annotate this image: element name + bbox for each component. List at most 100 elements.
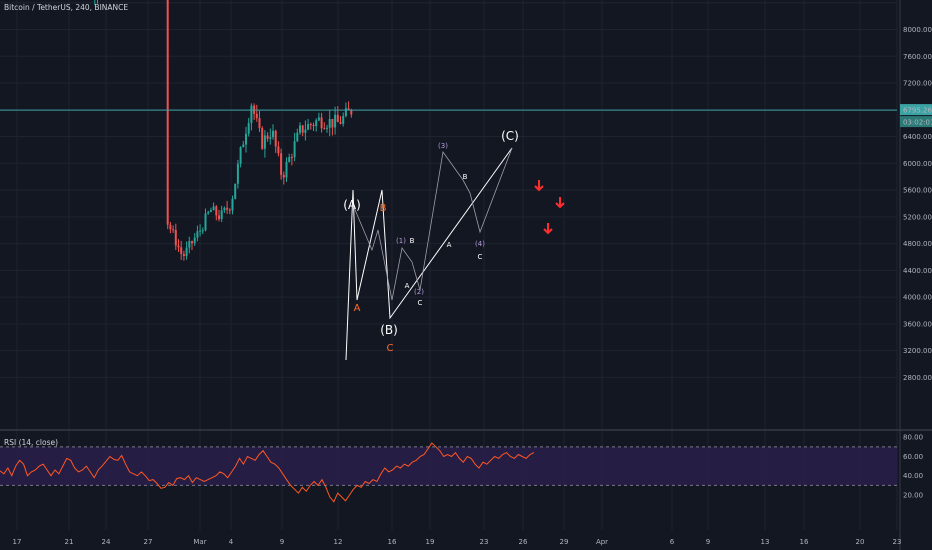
time-tick-label: 29 [560, 538, 569, 546]
time-tick-label: 23 [480, 538, 489, 546]
candle-body [326, 127, 328, 129]
candle-body [301, 125, 304, 133]
candle-body [172, 229, 175, 231]
candle-body [347, 108, 350, 110]
candle-body [320, 117, 323, 129]
candle-body [223, 207, 226, 211]
last-price-badge [900, 104, 932, 116]
candle-body [166, 0, 169, 225]
time-axis[interactable]: 17 21 24 27 Mar 4 9 12 16 19 23 26 29 Apr 6 9 13 16 20 23 [13, 538, 902, 546]
time-tick-label: 13 [761, 538, 770, 546]
rsi-tick-label: 60.00 [903, 453, 923, 461]
candle-body [250, 105, 253, 124]
candle-body [220, 210, 223, 220]
candle-body [277, 146, 280, 154]
candle-body [228, 209, 231, 211]
grid-lines [0, 0, 898, 530]
rsi-tick-label: 20.00 [903, 492, 923, 500]
time-tick-label: 12 [334, 538, 343, 546]
time-tick-label: 16 [800, 538, 809, 546]
wave-label: A [447, 241, 452, 249]
candle-body [280, 153, 283, 175]
candle-body [174, 229, 177, 246]
candle-body [269, 137, 272, 139]
candle-body [231, 198, 234, 211]
candle-body [236, 163, 239, 184]
candle-body [296, 132, 299, 142]
candle-body [285, 161, 288, 178]
candle-body [193, 237, 196, 244]
wave-label: (4) [475, 240, 485, 248]
rsi-band-fill [0, 446, 897, 486]
symbol-title[interactable]: Bitcoin / TetherUS, 240, BINANCE [4, 3, 128, 12]
price-tick-label: 2800.00 [903, 374, 932, 382]
price-tick-label: 6000.00 [903, 160, 932, 168]
price-tick-label: 4000.00 [903, 294, 932, 302]
wave-label: A [405, 282, 410, 290]
candle-body [201, 230, 204, 232]
elliott-wave-lines[interactable] [345, 147, 513, 361]
price-tick-label: 3600.00 [903, 320, 932, 328]
candle-body [263, 135, 266, 149]
rsi-axis[interactable]: 80.00 60.00 40.00 20.00 [903, 434, 923, 500]
down-arrow-icon [555, 197, 565, 209]
candle-body [336, 114, 339, 123]
candle-body [331, 118, 334, 128]
candle-body [261, 128, 264, 149]
price-tick-label: 3200.00 [903, 347, 932, 355]
candle-body [180, 247, 183, 255]
candle-body [188, 241, 191, 248]
wave-label: C [478, 253, 483, 261]
candle-body [299, 125, 301, 133]
candle-body [328, 118, 331, 128]
candle-body [334, 114, 337, 128]
time-tick-label: 6 [670, 538, 675, 546]
candle-body [312, 124, 315, 126]
time-tick-label: 4 [229, 538, 234, 546]
wave-label: B [463, 173, 468, 181]
candle-body [215, 206, 218, 216]
candle-body [177, 245, 180, 248]
time-tick-label: 20 [856, 538, 865, 546]
candle-body [169, 224, 172, 230]
candlestick-series[interactable] [29, 0, 353, 261]
wave-label: (1) [396, 237, 406, 245]
wave-label: (2) [414, 288, 424, 296]
candle-body [293, 141, 296, 158]
candle-body [339, 122, 342, 124]
price-tick-label: 4800.00 [903, 240, 932, 248]
time-tick-label: 9 [706, 538, 710, 546]
countdown-label: 03:02:01 [903, 119, 932, 127]
down-arrow-icon [543, 223, 553, 235]
candle-body [218, 215, 220, 220]
wave-main-path [345, 147, 513, 361]
candle-body [242, 144, 245, 148]
price-tick-label: 7600.00 [903, 53, 932, 61]
candle-body [315, 120, 318, 126]
price-tick-label: 7200.00 [903, 80, 932, 88]
down-arrow-head [555, 202, 565, 209]
candle-body [212, 206, 215, 211]
time-tick-label: 17 [13, 538, 22, 546]
time-tick-label: 27 [144, 538, 153, 546]
wave-label: (B) [380, 323, 398, 337]
wave-inner-path [352, 147, 513, 301]
price-axis[interactable]: 8000.007600.007200.006800.006400.006000.… [903, 26, 932, 382]
candle-body [204, 213, 207, 231]
rsi-line[interactable] [0, 442, 535, 503]
down-arrow-head [543, 228, 553, 235]
candle-body [185, 247, 188, 256]
time-tick-label: 16 [388, 538, 397, 546]
candle-body [247, 123, 250, 134]
time-tick-label: 19 [426, 538, 435, 546]
rsi-title[interactable]: RSI (14, close) [4, 438, 58, 447]
candle-body [342, 116, 345, 124]
candle-body [234, 183, 237, 199]
candle-body [239, 147, 242, 164]
candle-body [317, 117, 320, 121]
price-tick-label: 5600.00 [903, 187, 932, 195]
time-tick-label: 26 [519, 538, 528, 546]
candle-body [309, 124, 312, 126]
